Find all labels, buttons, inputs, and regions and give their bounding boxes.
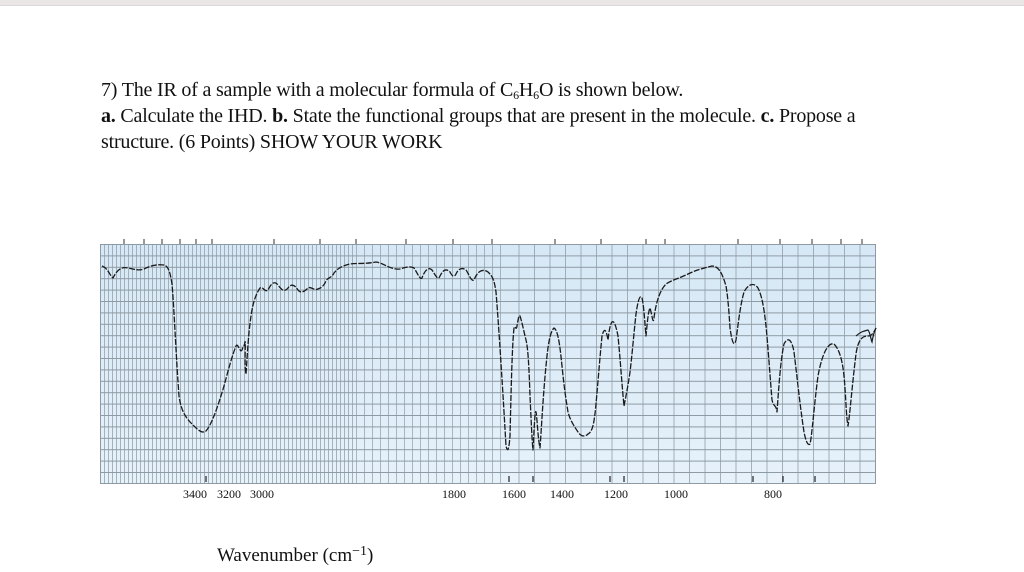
x-tick-label: 1400 bbox=[550, 487, 574, 501]
question-text: 7) The IR of a sample with a molecular f… bbox=[101, 77, 1001, 155]
ir-spectrum-chart bbox=[100, 236, 880, 486]
x-tick-label: 1600 bbox=[502, 487, 526, 501]
ir-spectrum-plot bbox=[100, 239, 877, 484]
part-c-label: c. bbox=[760, 105, 775, 127]
x-tick-label: 1000 bbox=[664, 487, 688, 501]
x-tick-label: 3000 bbox=[250, 487, 274, 501]
part-c-text: Propose a bbox=[774, 105, 856, 127]
question-number: 7) bbox=[101, 79, 118, 101]
part-a-text: Calculate the IHD. bbox=[115, 105, 273, 127]
question-line-2: a. Calculate the IHD. b. State the funct… bbox=[101, 103, 1001, 129]
part-b-label: b. bbox=[272, 105, 288, 127]
x-axis-title: Wavenumber (cm−1) bbox=[217, 544, 374, 567]
x-tick-label: 800 bbox=[764, 487, 782, 501]
question-line-3: structure. (6 Points) SHOW YOUR WORK bbox=[101, 131, 443, 153]
top-bar bbox=[0, 0, 1024, 6]
question-line-1: 7) The IR of a sample with a molecular f… bbox=[101, 79, 684, 102]
x-tick-label: 1200 bbox=[604, 487, 628, 501]
top-axis-ticks bbox=[123, 239, 863, 244]
molecular-formula: C6H6O bbox=[499, 79, 554, 102]
part-b-text: State the functional groups that are pre… bbox=[287, 105, 761, 127]
x-tick-label: 1800 bbox=[442, 487, 466, 501]
chart-frame bbox=[100, 244, 876, 484]
bottom-axis-ticks bbox=[205, 476, 816, 482]
part-a-label: a. bbox=[101, 105, 116, 127]
question-intro: The IR of a sample with a molecular form… bbox=[121, 79, 500, 101]
x-tick-label: 3200 bbox=[217, 487, 241, 501]
x-tick-label: 3400 bbox=[183, 487, 207, 501]
spectrum-trace bbox=[101, 261, 877, 451]
